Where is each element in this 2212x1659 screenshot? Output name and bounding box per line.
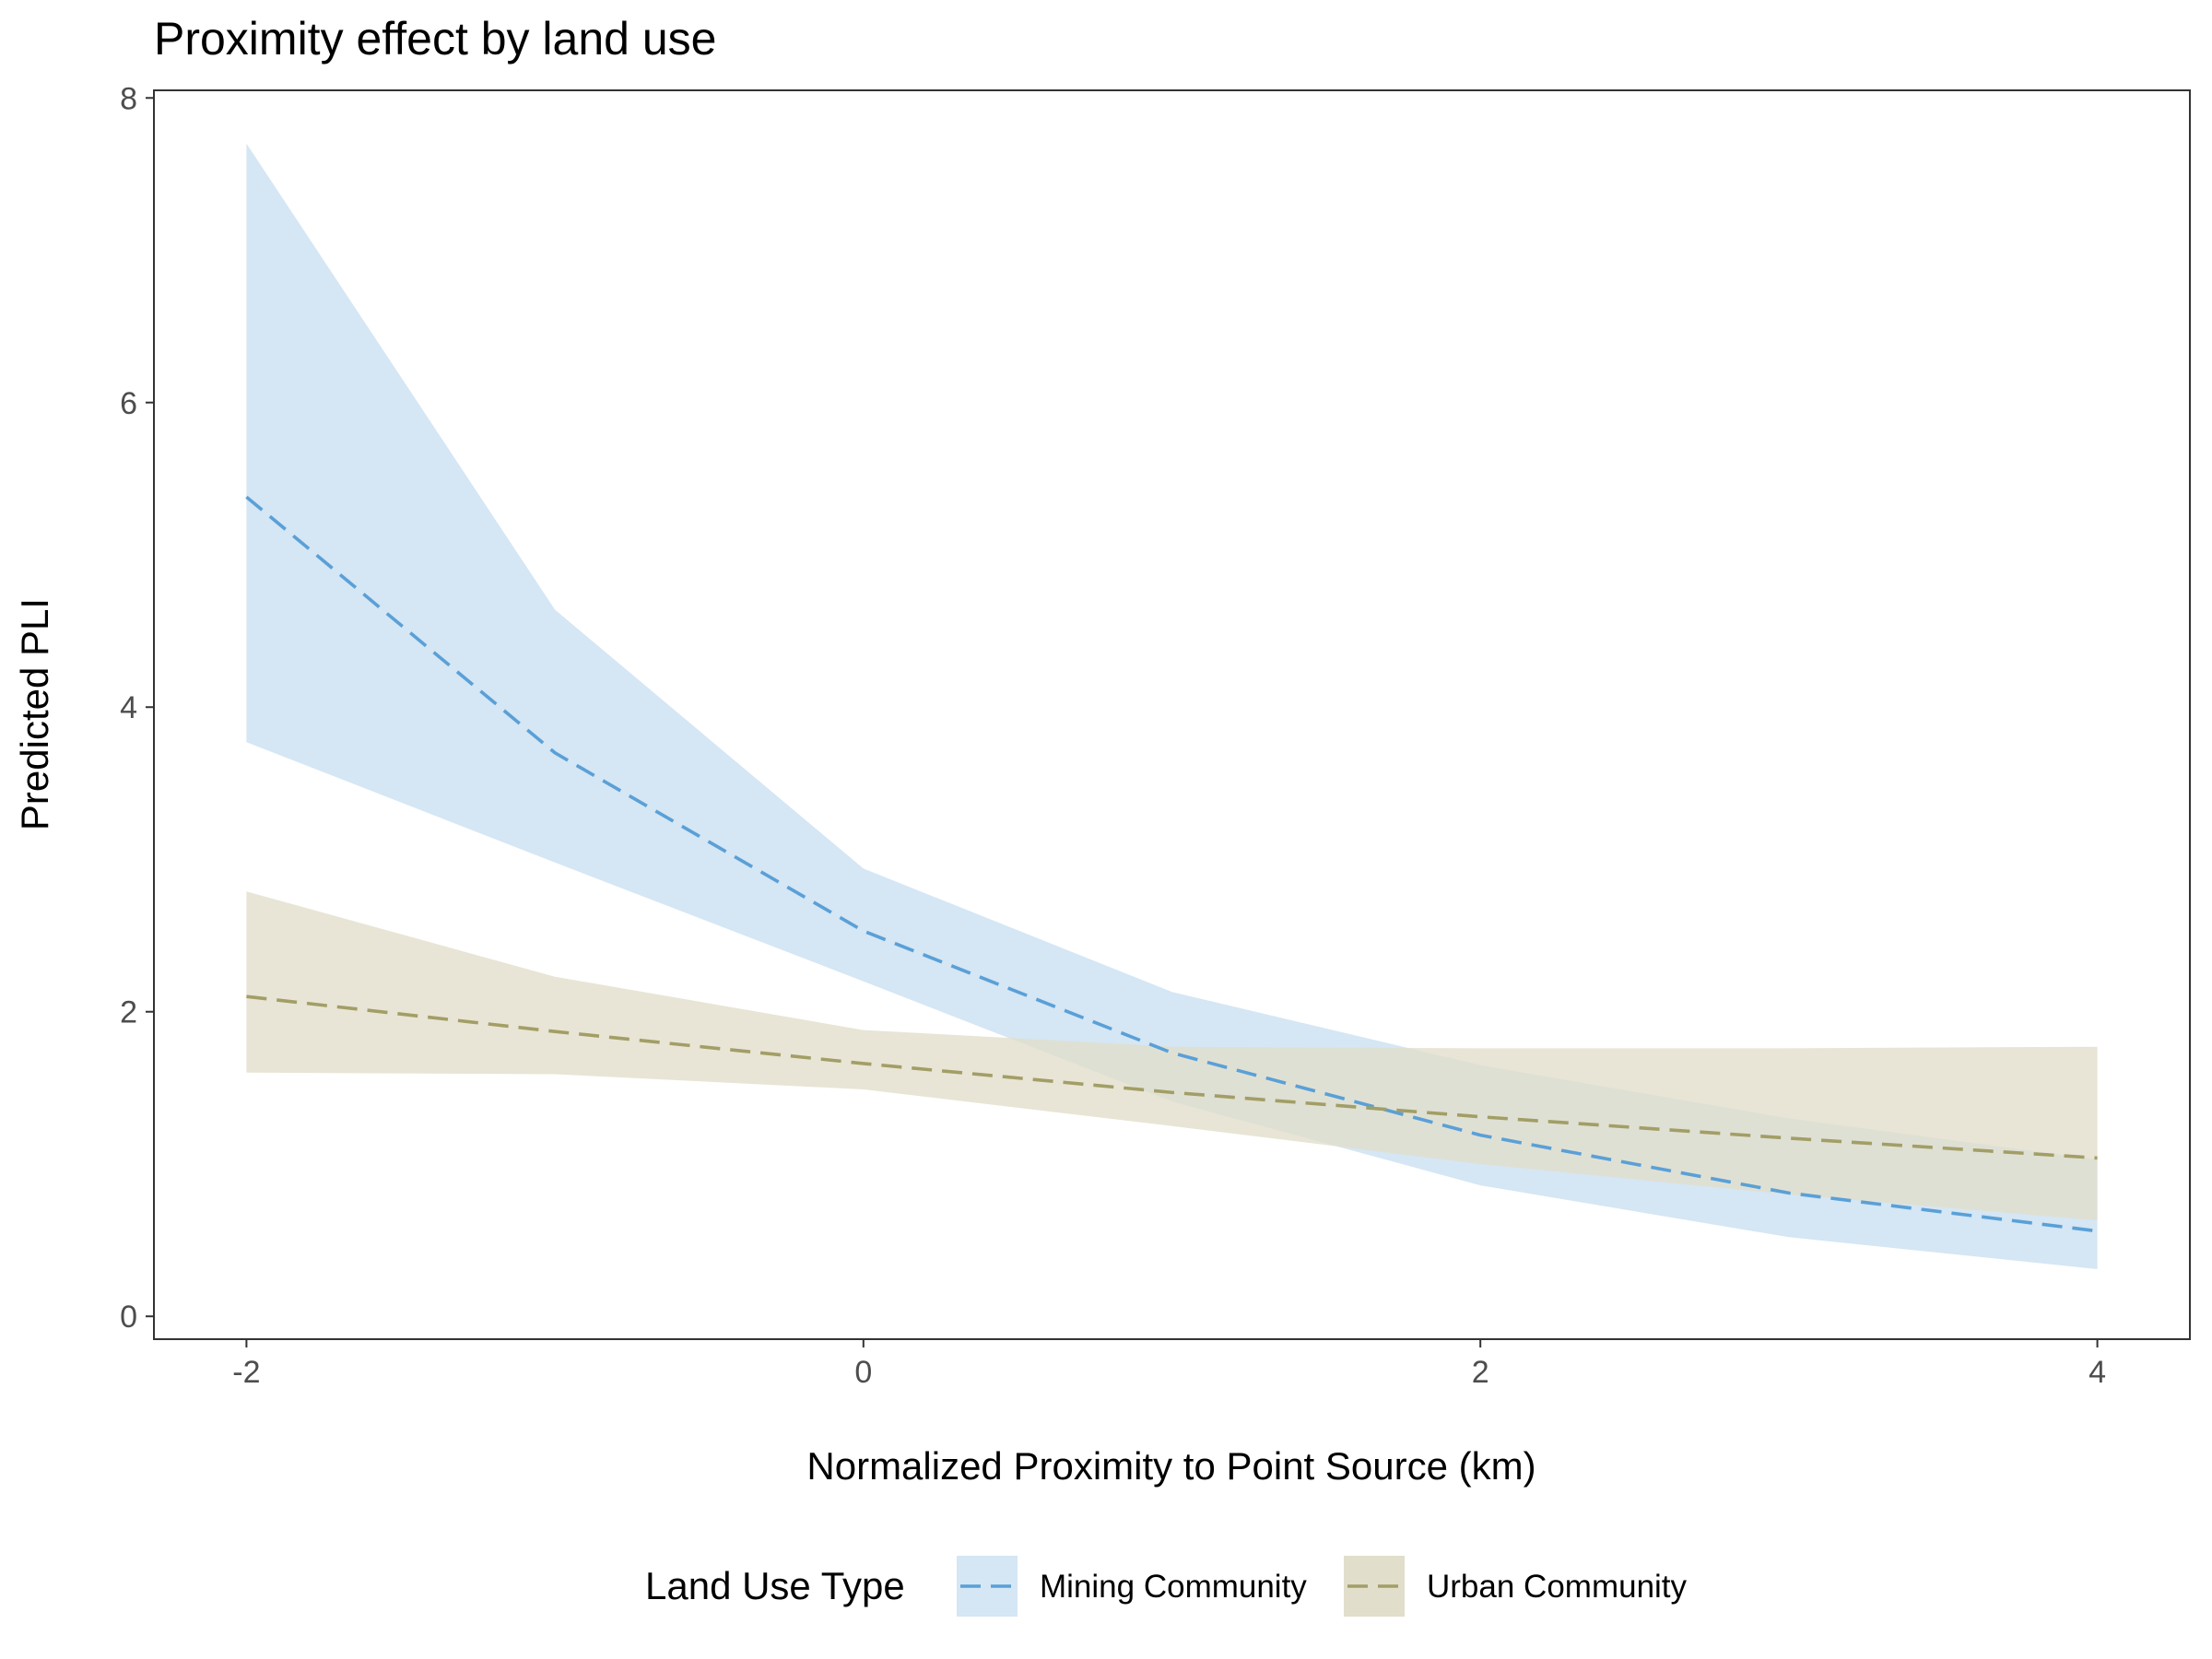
y-tick-label: 4 — [120, 690, 137, 725]
legend-items: Mining Community Urban Community — [957, 1556, 1688, 1617]
x-tick-label: 0 — [854, 1355, 872, 1390]
y-tick-label: 8 — [120, 81, 137, 116]
legend-item-mining-community: Mining Community — [957, 1556, 1307, 1617]
y-axis-title: Predicted PLI — [13, 598, 56, 830]
x-axis: -2 0 2 4 — [232, 1339, 2106, 1390]
line-mining-community — [245, 495, 2098, 1233]
x-tick-label: -2 — [232, 1355, 260, 1390]
x-tick-label: 4 — [2088, 1355, 2106, 1390]
legend-title: Land Use Type — [645, 1564, 905, 1607]
legend-item-urban-community: Urban Community — [1344, 1556, 1688, 1617]
legend-label-urban-community: Urban Community — [1427, 1569, 1688, 1605]
legend: Land Use Type Mining Community Urban Comm… — [645, 1556, 1688, 1617]
plot-panel-border — [153, 89, 2191, 1340]
confidence-ribbons — [246, 143, 2098, 1269]
series-lines — [245, 495, 2098, 1233]
x-axis-title: Normalized Proximity to Point Source (km… — [806, 1444, 1535, 1488]
legend-label-mining-community: Mining Community — [1040, 1569, 1307, 1605]
y-tick-label: 0 — [120, 1300, 137, 1335]
chart-title: Proximity effect by land use — [154, 13, 716, 65]
y-axis: 0 2 4 6 8 — [120, 81, 154, 1335]
x-tick-label: 2 — [1472, 1355, 1489, 1390]
y-tick-label: 2 — [120, 995, 137, 1030]
line-urban-community — [246, 994, 2098, 1160]
y-tick-label: 6 — [120, 386, 137, 421]
ribbon-urban-community — [246, 891, 2098, 1221]
